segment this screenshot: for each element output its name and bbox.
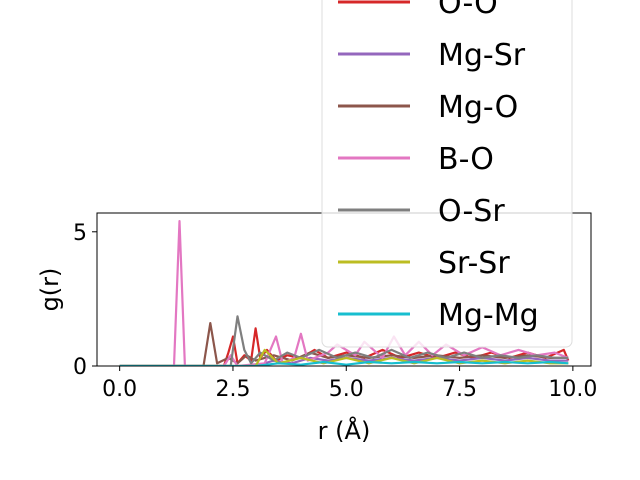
- x-tick-label: 5.0: [329, 377, 364, 402]
- y-axis-label: g(r): [36, 268, 64, 312]
- series-line-o-sr: [119, 315, 569, 366]
- series-line-b-o: [119, 220, 569, 366]
- x-tick-label: 0.0: [102, 377, 137, 402]
- legend-label-o-sr: O-Sr: [438, 194, 505, 229]
- legend-label-sr-sr: Sr-Sr: [438, 246, 510, 281]
- x-tick-label: 7.5: [442, 377, 477, 402]
- legend-label-o-o: O-O: [438, 0, 498, 21]
- axis-ticks: 0.0 2.5 5.0 7.5 10.0 0 5: [73, 221, 597, 402]
- legend-label-mg-o: Mg-O: [438, 90, 518, 125]
- x-tick-label: 10.0: [548, 377, 597, 402]
- legend-label-mg-mg: Mg-Mg: [438, 298, 539, 333]
- series-line-mg-mg: [119, 360, 569, 366]
- x-axis-label: r (Å): [318, 416, 371, 445]
- legend-box: [321, 0, 573, 348]
- legend-label-b-o: B-O: [438, 142, 494, 177]
- x-tick-label: 2.5: [215, 377, 250, 402]
- legend-label-mg-sr: Mg-Sr: [438, 38, 526, 73]
- legend: O-O Mg-Sr Mg-O B-O O-Sr Sr-Sr Mg-Mg: [321, 0, 573, 348]
- y-tick-label: 5: [73, 221, 87, 246]
- plot-area: [119, 220, 570, 366]
- y-tick-label: 0: [73, 355, 87, 380]
